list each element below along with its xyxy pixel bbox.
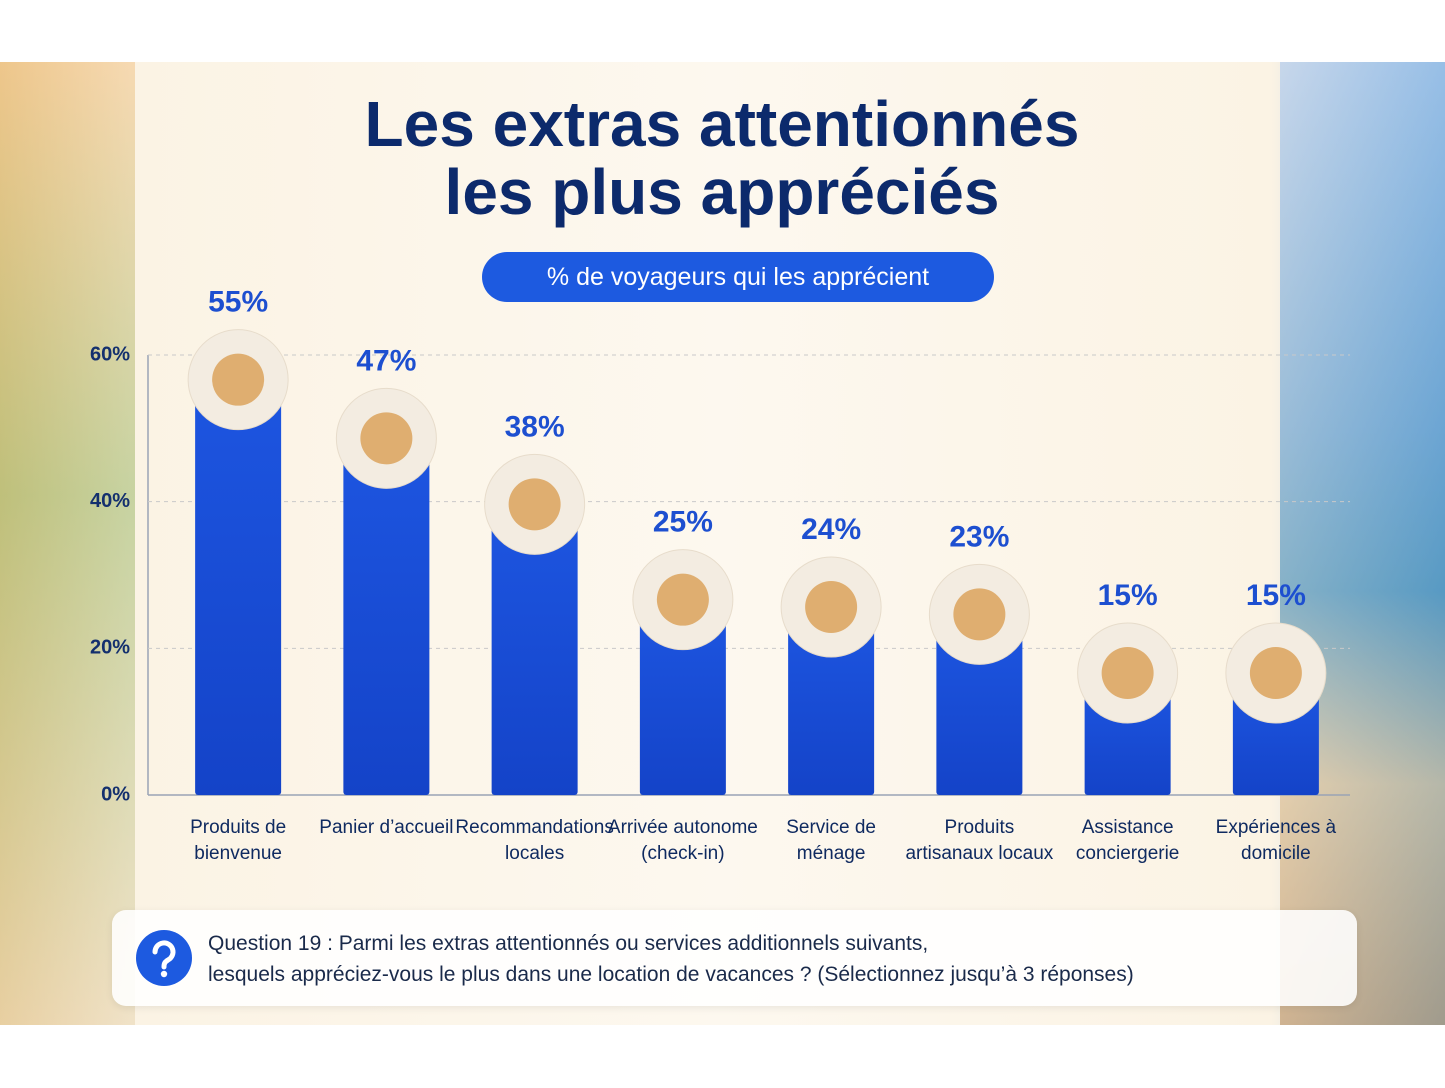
icon <box>212 353 265 406</box>
value-label: 24% <box>801 513 861 546</box>
bar <box>343 450 430 795</box>
bar <box>195 391 282 795</box>
scene-right <box>1280 62 1445 1025</box>
x-tick-label: Expériences à domicile <box>1215 817 1337 864</box>
question-box <box>112 910 1357 1006</box>
bar <box>936 626 1023 795</box>
question-text: Question 19 : Parmi les extras attention… <box>208 932 929 955</box>
x-tick-label: Recommandations locales <box>455 817 614 864</box>
icon <box>953 588 1006 641</box>
value-label: 15% <box>1098 579 1158 612</box>
bar <box>491 516 578 795</box>
x-tick-label: Arrivée autonome (check-in) <box>607 817 758 864</box>
x-tick-label: Service de ménage <box>786 817 877 864</box>
icon <box>805 581 858 633</box>
y-tick-label: 0% <box>101 783 130 805</box>
y-tick-label: 20% <box>90 637 130 659</box>
question-text: lesquels appréciez-vous le plus dans une… <box>208 963 1134 986</box>
icon <box>508 478 561 531</box>
icon <box>360 412 413 465</box>
icon <box>1249 647 1302 699</box>
scene-left <box>0 62 135 1025</box>
x-tick-label: Produits de bienvenue <box>190 817 287 864</box>
value-label: 47% <box>356 344 416 377</box>
bar <box>788 619 875 795</box>
x-tick-label: Assistance conciergerie <box>1075 817 1180 864</box>
y-tick-label: 40% <box>90 490 130 512</box>
value-label: 38% <box>505 410 565 443</box>
y-tick-label: 60% <box>90 343 130 365</box>
chart-title: Les extras attentionnés les plus appréci… <box>364 88 1080 228</box>
subtitle: % de voyageurs qui les apprécient <box>482 252 994 302</box>
question-icon <box>136 930 192 986</box>
icon <box>656 573 709 626</box>
value-label: 25% <box>653 506 713 539</box>
x-tick-label: Produits artisanaux locaux <box>905 817 1054 864</box>
x-tick-label: Panier d’accueil <box>319 817 454 838</box>
value-label: 23% <box>949 520 1009 553</box>
bar <box>639 611 726 795</box>
value-label: 15% <box>1246 579 1306 612</box>
icon <box>1101 647 1154 699</box>
value-label: 55% <box>208 286 268 319</box>
